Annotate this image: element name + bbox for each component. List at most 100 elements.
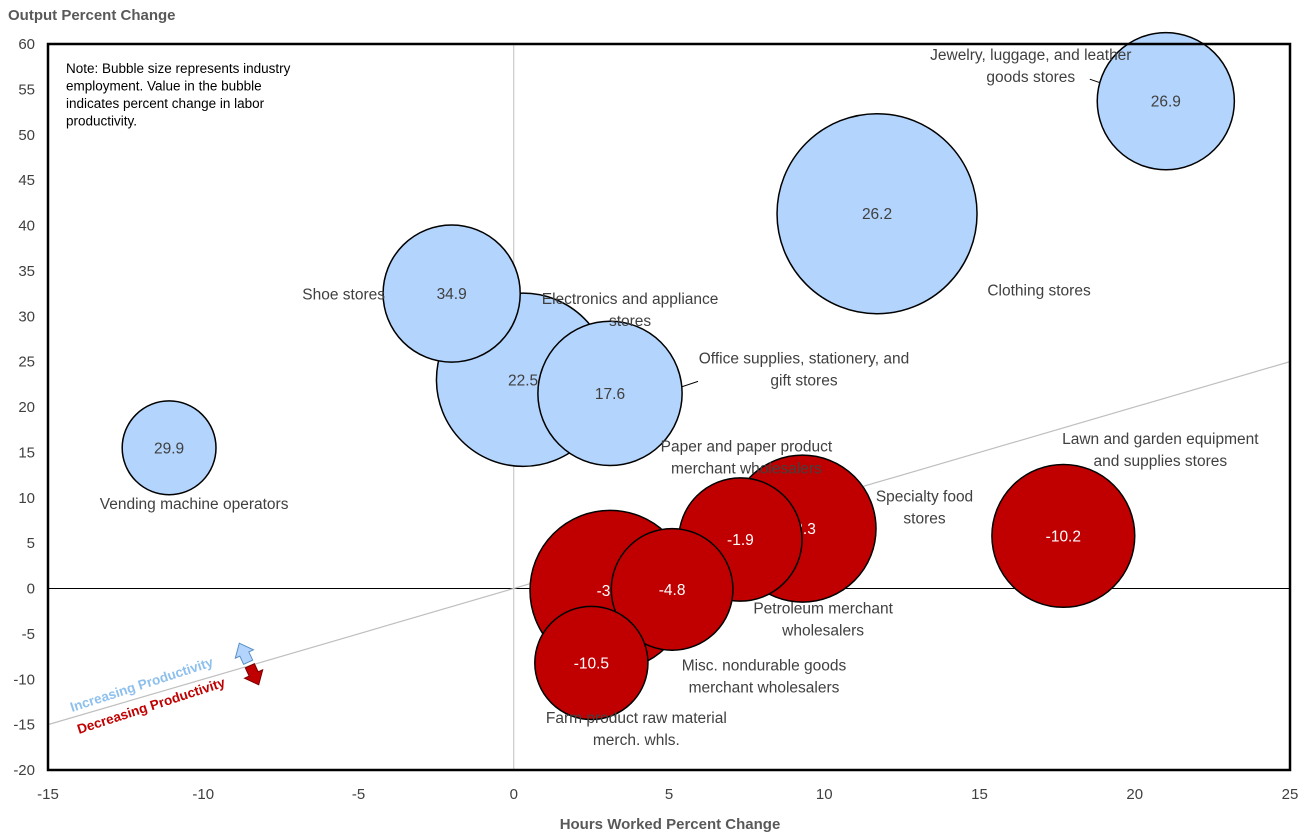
label-line: gift stores xyxy=(770,372,837,389)
bubble-jewelry-luggage-and-leather: 26.9 xyxy=(1096,31,1236,171)
label-line: Paper and paper product xyxy=(661,438,833,455)
label-lawn-and-garden-equipment: Lawn and garden equipment and supplies st… xyxy=(1062,431,1259,470)
label-jewelry-luggage-and-leather: Jewelry, luggage, and leather goods store… xyxy=(930,47,1131,86)
bubble-labels: Clothing stores Electronics and appliance… xyxy=(100,47,1260,749)
label-farm-product-raw-material: Farm product raw material merch. whls. xyxy=(546,710,727,749)
bubble-office-supplies-stationery-and: 17.6 xyxy=(537,320,683,467)
label-line: merch. whls. xyxy=(593,732,680,749)
bubble-petroleum-merchant: -4.8 xyxy=(610,527,734,651)
bubble-farm-product-raw-material: -10.5 xyxy=(534,605,649,721)
y-tick-label: -15 xyxy=(13,717,35,734)
label-line: Vending machine operators xyxy=(100,496,289,513)
x-tick-label: 20 xyxy=(1126,786,1143,803)
decrease-arrow-icon xyxy=(243,663,264,686)
bubble-value: 22.5 xyxy=(508,372,538,389)
bubble-value: -10.5 xyxy=(574,655,609,672)
note-line-4: productivity. xyxy=(66,114,137,129)
y-tick-label: 0 xyxy=(27,581,35,598)
increase-arrow-icon xyxy=(234,642,255,665)
bubble-circle xyxy=(776,112,978,315)
bubble-circle xyxy=(382,224,521,363)
label-line: stores xyxy=(903,511,945,528)
y-tick-label: -20 xyxy=(13,762,35,779)
plot-frame xyxy=(46,42,1292,772)
label-line: Office supplies, stationery, and xyxy=(699,350,910,367)
x-tick-label: 10 xyxy=(816,786,833,803)
label-line: Shoe stores xyxy=(302,287,385,304)
label-line: goods stores xyxy=(986,69,1075,86)
label-paper-and-paper-product: Paper and paper product merchant wholesal… xyxy=(661,438,833,477)
bubble-clothing-stores: 26.2 xyxy=(776,112,978,315)
label-line: and supplies stores xyxy=(1094,453,1228,470)
label-line: stores xyxy=(609,313,651,330)
bubble-value: -4.8 xyxy=(659,582,686,599)
bubble-value: 26.9 xyxy=(1151,94,1181,111)
y-tick-label: 50 xyxy=(18,127,35,144)
y-tick-label: 60 xyxy=(18,36,35,53)
label-line: Specialty food xyxy=(876,489,973,506)
y-tick-label: -10 xyxy=(13,671,35,688)
label-electronics-and-appliance: Electronics and appliance stores xyxy=(542,291,719,330)
bubble-circle xyxy=(537,320,683,467)
bubble-value: 17.6 xyxy=(595,386,625,403)
label-line: Jewelry, luggage, and leather xyxy=(930,47,1131,64)
label-specialty-food: Specialty food stores xyxy=(876,489,973,528)
x-tick-label: -10 xyxy=(192,786,214,803)
x-tick-label: 25 xyxy=(1282,786,1299,803)
label-line: Clothing stores xyxy=(987,283,1091,300)
y-tick-label: 15 xyxy=(18,444,35,461)
bubble-shoe-stores: 34.9 xyxy=(382,224,521,363)
bubble-lawn-and-garden-equipment: -10.2 xyxy=(991,463,1136,609)
y-tick-label: 45 xyxy=(18,172,35,189)
x-tick-label: 15 xyxy=(971,786,988,803)
chart-note: Note: Bubble size represents industry em… xyxy=(66,61,294,129)
y-tick-label: -5 xyxy=(22,626,35,643)
label-line: merchant wholesalers xyxy=(671,460,822,477)
y-tick-label: 20 xyxy=(18,399,35,416)
x-tick-label: 0 xyxy=(510,786,518,803)
bubble-circle xyxy=(121,400,217,496)
bubble-value: 29.9 xyxy=(154,440,184,457)
x-tick-label: -15 xyxy=(37,786,59,803)
y-tick-label: 55 xyxy=(18,81,35,98)
note-line-3: indicates percent change in labor xyxy=(66,96,265,111)
y-axis-title: Output Percent Change xyxy=(8,7,176,24)
bubble-circle xyxy=(534,605,649,721)
bubble-vending-machine-operators: 29.9 xyxy=(121,400,217,496)
tick-labels: -15 -10 -5 0 5 10 15 20 25-20-15-10-505101520253… xyxy=(13,36,1298,803)
label-line: Misc. nondurable goods xyxy=(682,657,847,674)
y-tick-label: 40 xyxy=(18,218,35,235)
bubble-value: 26.2 xyxy=(862,206,892,223)
y-tick-label: 10 xyxy=(18,490,35,507)
note-line-1: Note: Bubble size represents industry xyxy=(66,61,291,76)
y-tick-label: 30 xyxy=(18,308,35,325)
bubble-value: -1.9 xyxy=(727,532,754,549)
label-misc-nondurable-goods: Misc. nondurable goods merchant wholesale… xyxy=(682,657,847,696)
label-vending-machine-operators: Vending machine operators xyxy=(100,496,289,513)
y-tick-label: 5 xyxy=(27,535,35,552)
bubbles: 26.222.517.634.926.929.9-3.5-2.3 -10.2-1.… xyxy=(121,31,1236,721)
bubble-value: -10.2 xyxy=(1046,528,1081,545)
note-line-2: employment. Value in the bubble xyxy=(66,79,262,94)
bubble-circle xyxy=(991,463,1136,609)
label-line: Lawn and garden equipment xyxy=(1062,431,1259,448)
label-office-supplies-stationery-and: Office supplies, stationery, and gift sto… xyxy=(699,350,910,389)
bubble-circle xyxy=(610,527,734,651)
x-tick-label: -5 xyxy=(352,786,365,803)
label-line: Petroleum merchant xyxy=(753,600,893,617)
y-tick-label: 35 xyxy=(18,263,35,280)
label-line: wholesalers xyxy=(781,622,864,639)
label-line: Farm product raw material xyxy=(546,710,727,727)
y-tick-label: 25 xyxy=(18,354,35,371)
label-petroleum-merchant: Petroleum merchant wholesalers xyxy=(753,600,893,639)
bubble-value: 34.9 xyxy=(437,286,467,303)
bubble-circle xyxy=(1096,31,1236,171)
x-axis-title: Hours Worked Percent Change xyxy=(560,816,781,833)
label-line: merchant wholesalers xyxy=(689,679,840,696)
label-shoe-stores: Shoe stores xyxy=(302,287,385,304)
label-line: Electronics and appliance xyxy=(542,291,719,308)
x-tick-label: 5 xyxy=(665,786,673,803)
label-clothing-stores: Clothing stores xyxy=(987,283,1091,300)
